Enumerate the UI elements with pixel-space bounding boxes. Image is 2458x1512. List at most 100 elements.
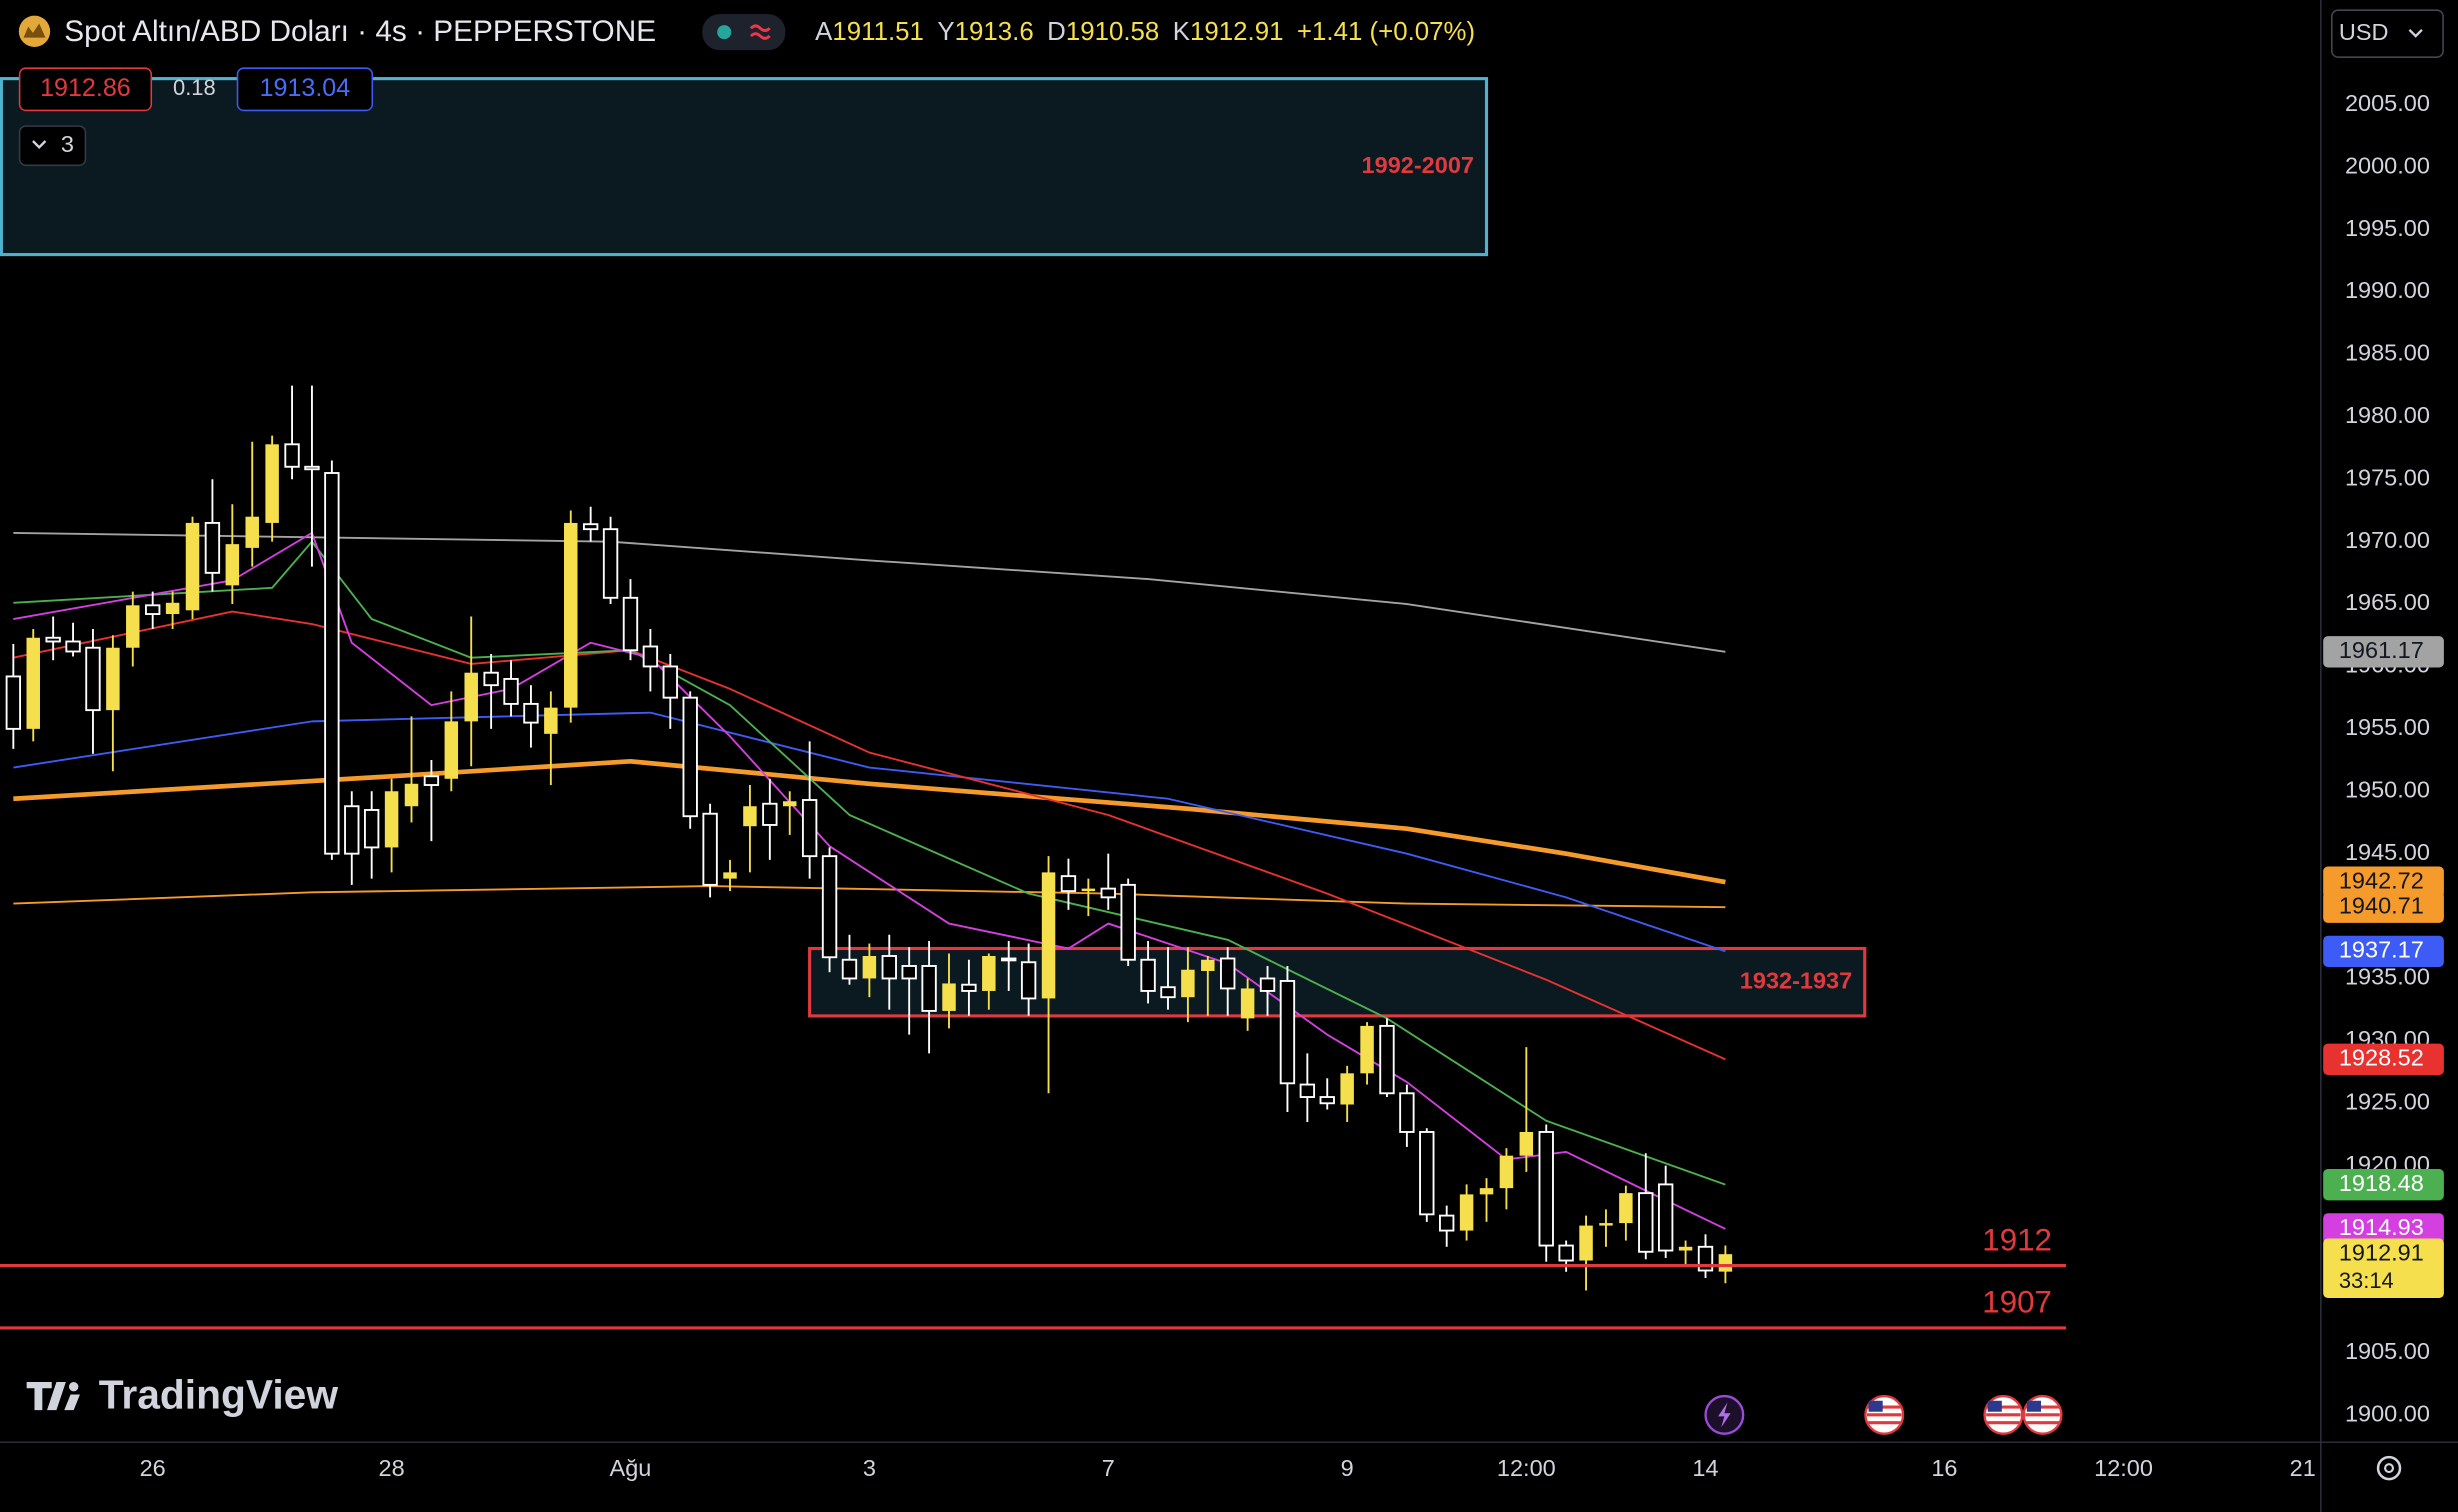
candle-body (783, 801, 797, 807)
candle-body (265, 444, 279, 523)
candle-body (1419, 1131, 1435, 1216)
market-open-dot (717, 25, 732, 40)
candle-body (544, 707, 558, 734)
candle-body (622, 596, 639, 652)
symbol-icon-glyph (23, 23, 46, 38)
candle-body (423, 775, 440, 786)
candle-body (921, 965, 937, 1012)
flag-icon[interactable] (2022, 1394, 2063, 1435)
candle-body (982, 956, 996, 991)
y-tick-label: 2005.00 (2345, 90, 2430, 116)
currency-select[interactable] (2331, 9, 2444, 58)
candle-body (662, 665, 678, 699)
candle-body (702, 812, 718, 886)
candle-body (564, 522, 578, 708)
y-tick-label: 1950.00 (2345, 776, 2430, 802)
candle-body (1459, 1194, 1474, 1231)
candle-body (464, 672, 478, 722)
candle-body (1558, 1244, 1574, 1262)
candle-body (961, 983, 977, 992)
candle-body (602, 528, 619, 599)
price-tag (2323, 1168, 2444, 1201)
sell-price: 1912.86 (40, 74, 131, 102)
y-tick-label: 1905.00 (2345, 1338, 2430, 1364)
logo-mark (26, 1381, 66, 1411)
candle-body (204, 521, 221, 574)
candle-body (45, 636, 61, 643)
chevron (32, 140, 47, 149)
x-tick-label: Ağu (610, 1455, 652, 1481)
candle-body (1160, 986, 1176, 999)
logo-mark (64, 1394, 80, 1411)
y-tick-label: 1980.00 (2345, 402, 2430, 428)
event-glyph (1718, 1402, 1731, 1428)
levels: 1912 1907 (0, 1222, 2067, 1330)
candle-body (523, 702, 539, 724)
symbol-title[interactable]: Spot Altın/ABD Doları · 4s · PEPPERSTONE (64, 15, 656, 48)
level-label: 1907 (1982, 1285, 2052, 1320)
candle-body (1538, 1131, 1554, 1247)
y-tick-label: 1965.00 (2345, 589, 2430, 615)
high-value: 1913.6 (955, 18, 1034, 46)
sell-button[interactable] (18, 67, 153, 112)
candle-body (363, 809, 380, 849)
candle-body (26, 637, 40, 729)
candle-body (1299, 1083, 1316, 1098)
status-pill[interactable] (702, 14, 786, 51)
y-tick-label: 1900.00 (2345, 1400, 2430, 1426)
zone-label: 1992-2007 (1362, 152, 1474, 178)
close-label: K (1173, 18, 1190, 46)
candle-body (1579, 1225, 1593, 1261)
candle-body (1360, 1025, 1374, 1074)
buy-button[interactable] (236, 67, 374, 112)
logo-text[interactable]: TradingView (99, 1371, 339, 1417)
candle-body (582, 523, 599, 531)
candle-body (1081, 888, 1096, 892)
indicators-toggle[interactable] (18, 125, 87, 167)
candle-body (85, 646, 101, 712)
candle-body (304, 465, 320, 471)
candle-body (1718, 1254, 1733, 1272)
open-value: 1911.51 (832, 18, 924, 46)
candle-body (841, 958, 858, 980)
candle-body (1100, 887, 1116, 899)
candle-body (1439, 1214, 1455, 1232)
candle-body (1240, 988, 1255, 1019)
candle-body (503, 677, 519, 705)
candle-body (404, 783, 419, 807)
candle-body (1181, 969, 1195, 998)
candle-body (901, 965, 917, 980)
y-tick-label: 1975.00 (2345, 464, 2430, 490)
candle-body (324, 472, 340, 855)
buy-price: 1913.04 (260, 74, 351, 102)
candle-body (881, 955, 897, 980)
flag-canton (1987, 1400, 2002, 1412)
x-tick-label: 14 (1692, 1455, 1718, 1481)
candle-body (444, 721, 459, 779)
flag-canton (2026, 1400, 2042, 1412)
flag-icon[interactable] (1864, 1394, 1905, 1435)
y-tick-label: 1995.00 (2345, 215, 2430, 241)
x-tick-label: 21 (2290, 1455, 2316, 1481)
x-tick-label: 26 (140, 1455, 166, 1481)
candle-body (106, 647, 120, 711)
price-tag-label: 1928.52 (2339, 1045, 2424, 1071)
candle-body (1120, 883, 1136, 961)
zone (0, 77, 1489, 257)
candle-body (801, 799, 818, 858)
candle-body (942, 983, 956, 1011)
candle-body (1499, 1155, 1514, 1189)
flag-icon[interactable] (1983, 1394, 2024, 1435)
candle-body (762, 802, 778, 826)
level-label: 1912 (1982, 1222, 2052, 1257)
settings-icon[interactable] (2376, 1455, 2402, 1481)
candle-body (1279, 980, 1296, 1085)
candle-body (145, 604, 161, 615)
candle-body (384, 791, 399, 848)
candle-body (821, 855, 838, 959)
price-tag-label: 1918.48 (2339, 1170, 2424, 1196)
low-value: 1910.58 (1066, 18, 1159, 46)
candle-body (723, 872, 737, 879)
price-tag (2323, 1213, 2444, 1245)
